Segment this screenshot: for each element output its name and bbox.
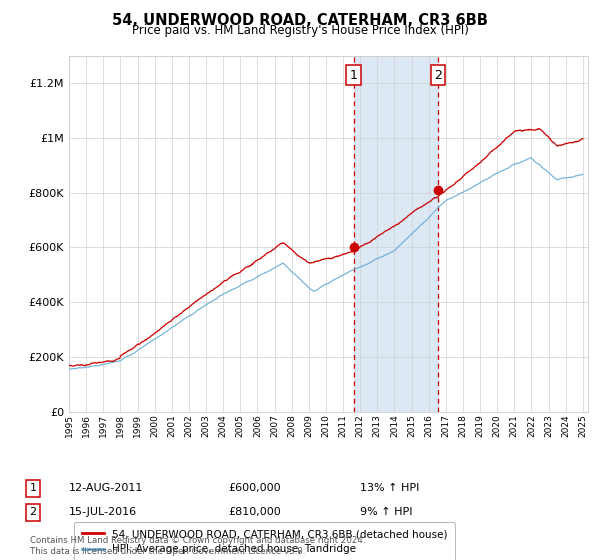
Text: 2: 2 — [434, 69, 442, 82]
Text: 15-JUL-2016: 15-JUL-2016 — [69, 507, 137, 517]
Text: 9% ↑ HPI: 9% ↑ HPI — [360, 507, 413, 517]
Text: £600,000: £600,000 — [228, 483, 281, 493]
Text: 54, UNDERWOOD ROAD, CATERHAM, CR3 6BB: 54, UNDERWOOD ROAD, CATERHAM, CR3 6BB — [112, 13, 488, 28]
Text: 1: 1 — [29, 483, 37, 493]
Text: 1: 1 — [350, 69, 358, 82]
Text: £810,000: £810,000 — [228, 507, 281, 517]
Text: Price paid vs. HM Land Registry's House Price Index (HPI): Price paid vs. HM Land Registry's House … — [131, 24, 469, 37]
Text: 13% ↑ HPI: 13% ↑ HPI — [360, 483, 419, 493]
Text: Contains HM Land Registry data © Crown copyright and database right 2024.
This d: Contains HM Land Registry data © Crown c… — [30, 536, 365, 556]
Bar — [353, 56, 438, 412]
Text: 2: 2 — [29, 507, 37, 517]
Legend: 54, UNDERWOOD ROAD, CATERHAM, CR3 6BB (detached house), HPI: Average price, deta: 54, UNDERWOOD ROAD, CATERHAM, CR3 6BB (d… — [74, 522, 455, 560]
Text: 12-AUG-2011: 12-AUG-2011 — [69, 483, 143, 493]
